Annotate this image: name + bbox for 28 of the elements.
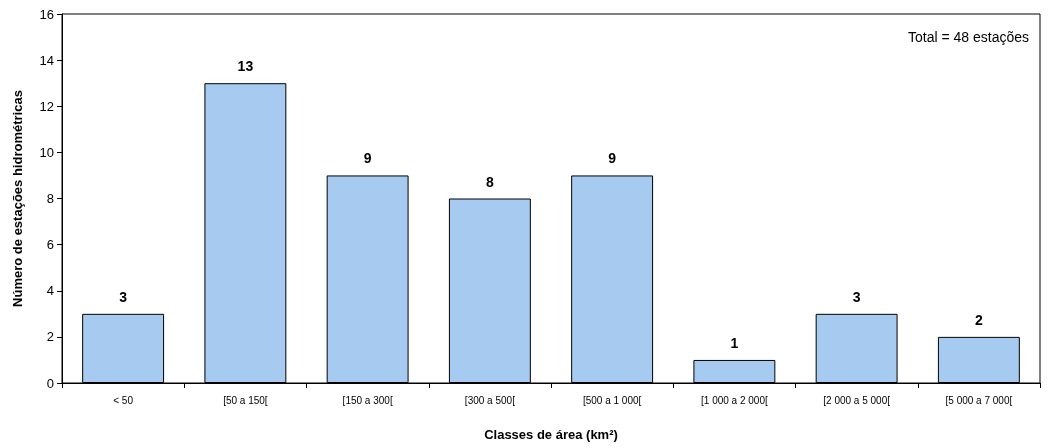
- y-tick-label: 2: [46, 329, 54, 345]
- data-label: 8: [485, 173, 494, 190]
- x-tick-label: [300 a 500[: [464, 394, 516, 406]
- x-tick-label: < 50: [113, 394, 134, 406]
- x-tick-label: [5 000 a 7 000[: [945, 394, 1013, 406]
- y-tick-label: 16: [39, 6, 54, 22]
- x-tick-label: [500 a 1 000[: [582, 394, 642, 406]
- x-tick-label: [50 a 150[: [223, 394, 268, 406]
- data-label: 3: [119, 288, 128, 305]
- x-tick-label: [150 a 300[: [342, 394, 393, 406]
- data-label: 3: [852, 288, 861, 305]
- x-tick-label: [2 000 a 5 000[: [823, 394, 891, 406]
- x-axis-title: Classes de área (km²): [484, 427, 618, 442]
- data-label: 9: [363, 150, 372, 167]
- x-tick-label: [1 000 a 2 000[: [701, 394, 768, 406]
- y-axis-title: Número de estações hidrométricas: [10, 90, 25, 307]
- y-tick-label: 6: [46, 237, 54, 253]
- y-tick-label: 12: [39, 98, 54, 114]
- y-tick-label: 4: [46, 283, 54, 299]
- annotation: Total = 48 estações: [907, 29, 1030, 45]
- data-label: 1: [730, 334, 739, 351]
- y-tick-label: 14: [39, 52, 54, 68]
- y-tick-label: 8: [46, 191, 54, 206]
- data-label: 9: [608, 150, 617, 167]
- y-tick-label: 0: [46, 375, 54, 391]
- data-label: 13: [237, 58, 254, 75]
- y-tick-label: 10: [39, 144, 54, 160]
- data-label: 2: [974, 311, 983, 328]
